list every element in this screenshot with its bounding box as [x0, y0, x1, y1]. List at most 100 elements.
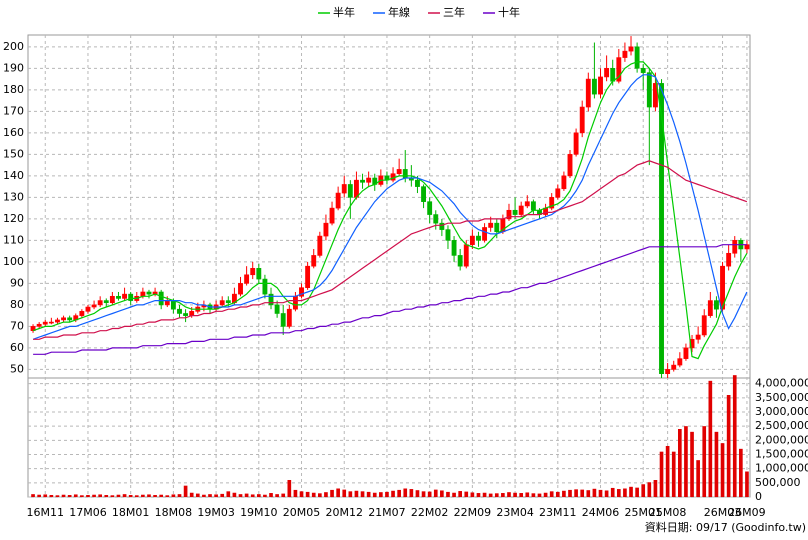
- candle-body: [140, 291, 146, 297]
- volume-bar: [452, 492, 456, 497]
- footnote: 資料日期: 09/17 (Goodinfo.tw): [645, 520, 806, 534]
- candle-body: [341, 184, 347, 194]
- volume-bar: [525, 492, 530, 497]
- volume-bar: [647, 482, 652, 497]
- candle-body: [189, 311, 195, 316]
- candle-body: [67, 317, 73, 321]
- candle-body: [256, 268, 262, 280]
- volume-bar: [366, 491, 371, 497]
- volume-bar: [43, 494, 48, 497]
- candle-body: [299, 287, 304, 297]
- volume-bar: [494, 493, 499, 497]
- candle-body: [85, 306, 91, 312]
- candle-body: [323, 222, 329, 237]
- volume-bar: [440, 490, 444, 497]
- candle-body: [585, 78, 591, 108]
- volume-bar: [629, 486, 633, 497]
- candle-body: [549, 197, 555, 209]
- candle-body: [36, 323, 42, 327]
- volume-bar: [116, 494, 121, 497]
- volume-bar: [409, 489, 414, 497]
- candle-body: [122, 293, 128, 299]
- volume-bar: [147, 494, 151, 497]
- y-tick-label: 120: [3, 212, 24, 225]
- candle-body: [671, 364, 677, 370]
- x-tick-label: 25M01: [624, 506, 662, 519]
- candle-body: [415, 179, 420, 187]
- volume-bar: [49, 495, 54, 497]
- candle-body: [42, 321, 48, 325]
- volume-bar: [586, 490, 591, 497]
- candle-body: [109, 295, 115, 304]
- volume-bar: [665, 446, 670, 497]
- volume-bar: [610, 487, 615, 497]
- volume-bar: [671, 451, 676, 497]
- x-tick-label: 22M02: [411, 506, 449, 519]
- candle-body: [622, 50, 628, 58]
- volume-bar: [348, 491, 353, 497]
- volume-bar: [202, 494, 206, 497]
- legend-label: 三年: [443, 5, 465, 19]
- volume-bar: [427, 491, 432, 497]
- volume-bar: [574, 489, 578, 497]
- x-tick-label: 16M11: [27, 506, 65, 519]
- x-tick-label: 23M04: [496, 506, 534, 519]
- volume-bar: [501, 493, 505, 497]
- volume-bar: [678, 429, 682, 497]
- volume-tick-label: 500,000: [755, 476, 801, 489]
- ma-line: [33, 244, 747, 355]
- volume-tick-label: 2,500,000: [755, 419, 808, 432]
- candle-body: [427, 201, 433, 215]
- volume-bar: [568, 489, 572, 497]
- candle-body: [567, 154, 573, 177]
- volume-bar: [616, 489, 621, 497]
- volume-bar: [110, 495, 115, 497]
- volume-bar: [641, 484, 646, 497]
- volume-bar: [519, 493, 524, 497]
- x-tick-label: 20M05: [283, 506, 321, 519]
- volume-bar: [458, 491, 462, 497]
- volume-tick-label: 2,000,000: [755, 433, 808, 446]
- volume-bar: [464, 491, 469, 497]
- volume-bar: [488, 493, 493, 497]
- candle-body: [598, 76, 603, 95]
- volume-bar: [122, 494, 127, 497]
- candle-body: [463, 244, 469, 267]
- volume-bar: [269, 493, 273, 497]
- volume-bar: [305, 491, 310, 497]
- volume-bar: [403, 488, 408, 497]
- legend-label: 年線: [388, 5, 410, 19]
- volume-bar: [726, 395, 731, 497]
- candle-body: [469, 235, 475, 245]
- volume-bar: [659, 451, 664, 497]
- candle-body: [439, 222, 445, 230]
- candle-body: [561, 175, 567, 190]
- candle-body: [506, 209, 512, 220]
- candle-body: [91, 304, 97, 308]
- volume-bar: [379, 492, 383, 497]
- candle-body: [646, 72, 652, 108]
- volume-bar: [141, 494, 145, 497]
- y-tick-label: 180: [3, 83, 24, 96]
- ma-line: [32, 61, 748, 360]
- volume-bar: [543, 492, 548, 497]
- y-tick-label: 140: [3, 169, 24, 182]
- y-tick-label: 110: [3, 233, 24, 246]
- candle-body: [634, 46, 640, 69]
- candle-body: [433, 214, 439, 224]
- x-tick-label: 18M08: [155, 506, 193, 519]
- volume-bar: [263, 494, 267, 497]
- candle-body: [665, 369, 671, 374]
- candle-body: [128, 293, 134, 301]
- candle-body: [744, 244, 750, 250]
- candle-body: [311, 255, 317, 267]
- volume-bar: [153, 495, 157, 497]
- y-tick-label: 150: [3, 147, 24, 160]
- volume-bar: [714, 431, 719, 497]
- candle-body: [714, 300, 719, 310]
- volume-bar: [745, 471, 749, 497]
- volume-bar: [708, 380, 713, 497]
- x-tick-label: 20M12: [325, 506, 363, 519]
- candle-body: [158, 291, 164, 306]
